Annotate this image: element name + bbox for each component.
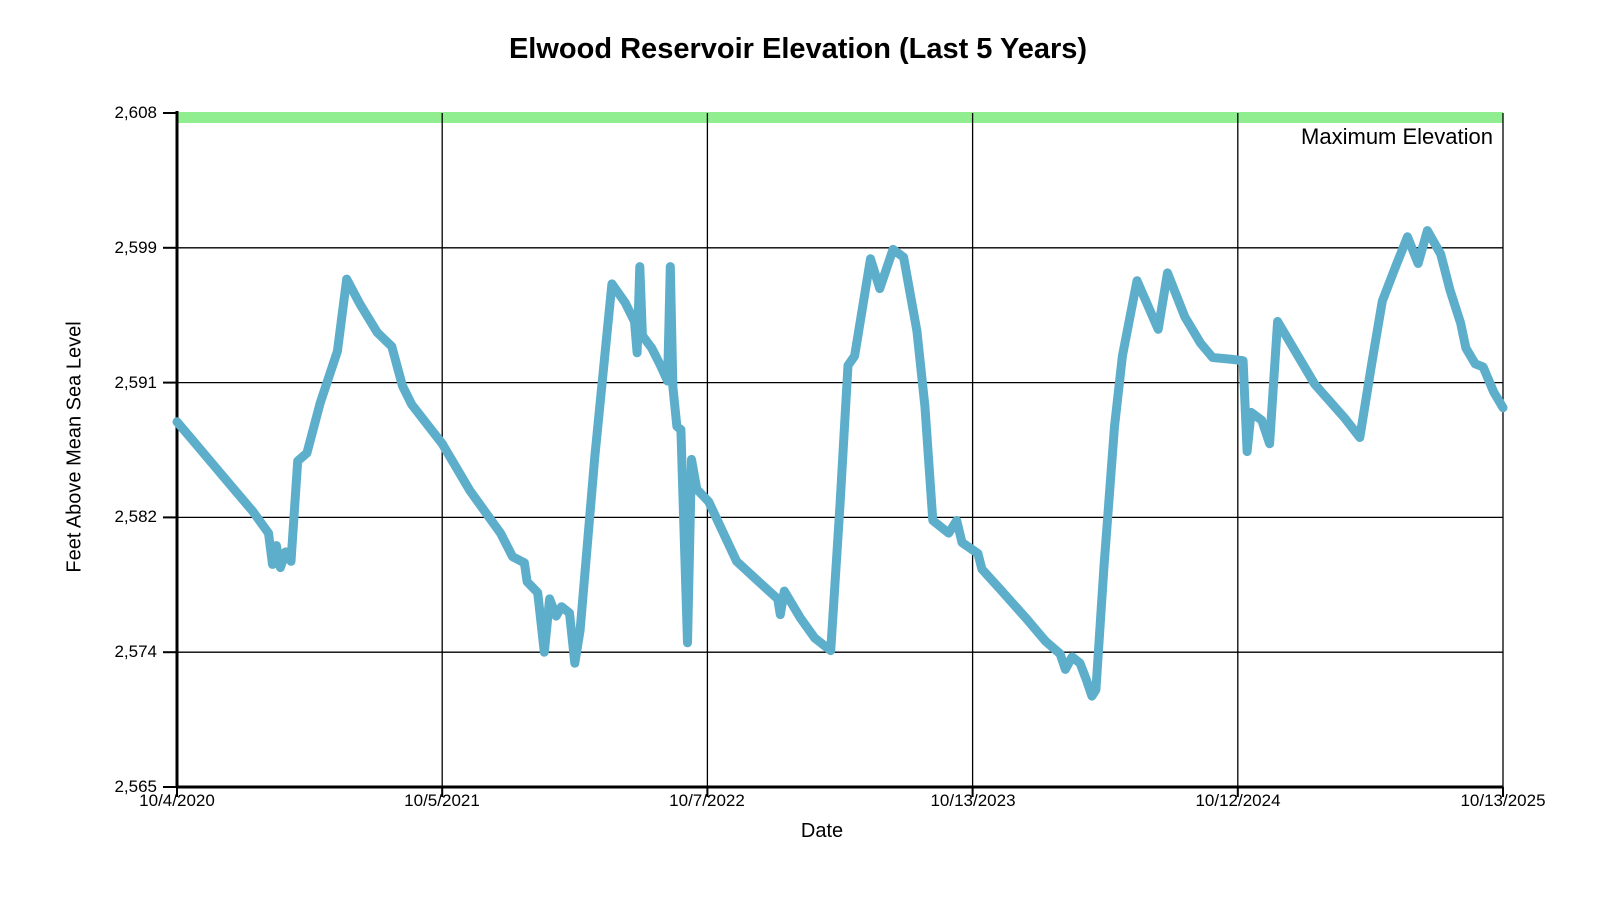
elevation-line (172, 226, 1508, 701)
y-tick-label: 2,608 (114, 103, 157, 122)
y-axis-title: Feet Above Mean Sea Level (63, 321, 86, 573)
x-tick-label: 10/7/2022 (669, 791, 745, 810)
y-tick-label: 2,582 (114, 507, 157, 526)
x-tick-label: 10/4/2020 (139, 791, 215, 810)
x-axis-title: Date (800, 820, 844, 842)
x-tick-label: 10/5/2021 (404, 791, 480, 810)
y-tick-label: 2,599 (114, 238, 157, 257)
y-tick-label: 2,591 (114, 373, 157, 392)
x-tick-label: 10/13/2025 (1460, 791, 1546, 810)
chart-title: Elwood Reservoir Elevation (Last 5 Years… (508, 33, 1088, 65)
x-tick-label: 10/13/2023 (930, 791, 1016, 810)
max-elevation-band (177, 112, 1503, 123)
max-elevation-label: Maximum Elevation (1301, 124, 1493, 149)
y-tick-label: 2,574 (114, 642, 157, 661)
y-tick-label: 2,565 (114, 777, 157, 796)
x-tick-label: 10/12/2024 (1195, 791, 1281, 810)
